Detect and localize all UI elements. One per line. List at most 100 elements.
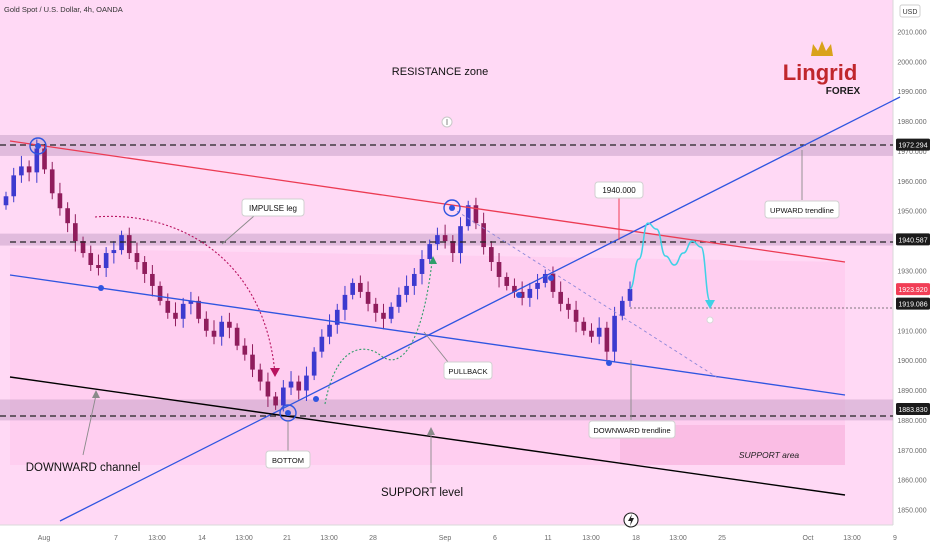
candle-body (173, 312, 178, 319)
trend-touch-3 (516, 292, 522, 298)
candle-body (150, 273, 155, 286)
y-tick-label: 1970.000 (897, 149, 926, 156)
y-tick-label: 1980.000 (897, 119, 926, 126)
x-tick-label: 13:00 (582, 535, 600, 542)
x-tick-label: 13:00 (148, 535, 166, 542)
candle-body (404, 285, 409, 295)
price-tag-label: 1883.830 (898, 407, 927, 414)
downward-trend-label-text: DOWNWARD trendline (593, 426, 670, 435)
x-tick-label: 13:00 (669, 535, 687, 542)
candle-body (311, 351, 317, 376)
support-area-label: SUPPORT area (739, 450, 800, 460)
x-tick-label: 7 (114, 535, 118, 542)
support-line (9, 376, 846, 496)
candle-body (219, 321, 225, 337)
candle-body (489, 247, 494, 263)
candle-body (458, 226, 463, 254)
trend-touch-1 (98, 285, 104, 291)
candle-body (619, 300, 625, 316)
swing-high-dot (35, 143, 41, 149)
impulse-label-text: IMPULSE leg (249, 204, 297, 213)
candle-body (42, 148, 47, 170)
bottom-label-text: BOTTOM (272, 456, 304, 465)
price-tag-label: 1940.587 (898, 237, 927, 244)
impulse-label: IMPULSE leg (241, 198, 305, 217)
y-tick-label: 1990.000 (897, 89, 926, 96)
candle-body (388, 306, 394, 319)
swing-high-marker (29, 137, 47, 155)
candle-body (165, 300, 171, 313)
bottom-dot (285, 410, 291, 416)
candle-body (142, 262, 147, 274)
upward-label: UPWARD trendline (764, 200, 840, 219)
candle-body (566, 303, 571, 310)
candle-body (427, 244, 433, 260)
candle-body (542, 273, 548, 283)
candle-body (188, 300, 194, 304)
candle-body (627, 288, 633, 301)
price-tag-label: 1919.086 (898, 302, 927, 309)
y-tick-label: 1900.000 (897, 358, 926, 365)
candle-body (26, 166, 32, 173)
candle-body (65, 208, 70, 224)
pullback-arrow-head (429, 256, 437, 264)
candle-body (612, 315, 617, 352)
x-tick-label: 14 (198, 535, 206, 542)
candle-body (396, 294, 402, 307)
impulse-arrow (94, 215, 276, 375)
price-box-text: 1940.000 (602, 186, 636, 195)
candle-body (250, 354, 255, 370)
price-tag (896, 283, 930, 296)
price-tag-label: 1923.920 (898, 287, 927, 294)
candle-body (435, 235, 440, 245)
channel-connector (82, 394, 97, 456)
candle-body (342, 294, 348, 310)
currency-box[interactable] (899, 4, 921, 18)
y-tick-label: 1880.000 (897, 418, 926, 425)
x-tick-label: 13:00 (235, 535, 253, 542)
candle-body (589, 330, 594, 337)
y-tick-label: 1890.000 (897, 388, 926, 395)
channel-arrowhead (92, 390, 100, 398)
y-tick-label: 1860.000 (897, 478, 926, 485)
x-tick-label: 13:00 (843, 535, 861, 542)
x-tick-label: 21 (283, 535, 291, 542)
y-tick-label: 1850.000 (897, 508, 926, 515)
candle-body (34, 148, 40, 173)
y-tick-label: 1870.000 (897, 448, 926, 455)
red-trendline (9, 140, 846, 263)
candle-body (157, 285, 163, 301)
candle-body (327, 324, 332, 337)
pullback-label-text: PULLBACK (448, 367, 487, 376)
impulse-connector (221, 215, 255, 245)
candle-body (196, 300, 201, 319)
candle-body (381, 312, 386, 319)
candle-body (596, 327, 602, 337)
x-tick-label: Aug (38, 535, 51, 542)
candle-body (126, 235, 132, 254)
candle-body (265, 381, 271, 397)
projection-target (706, 316, 714, 324)
candle-body (3, 196, 9, 206)
support-arrowhead (427, 427, 435, 435)
candle-body (96, 265, 101, 268)
x-tick-label: 6 (493, 535, 497, 542)
candle-body (211, 330, 217, 337)
candle-body (288, 381, 294, 388)
price-tag-label: 1972.294 (898, 143, 927, 150)
y-tick-label: 2000.000 (897, 59, 926, 66)
candle-body (334, 309, 340, 325)
candle-body (49, 169, 55, 194)
impulse-arrow-head (270, 368, 280, 377)
resistance-zone (0, 135, 893, 156)
bottom-label: BOTTOM (265, 450, 311, 469)
candle-body (180, 303, 186, 319)
downward-trend-label: DOWNWARD trendline (588, 420, 676, 439)
candle-body (496, 262, 502, 277)
candle-body (73, 223, 78, 242)
candle-body (450, 241, 456, 254)
x-tick-label: 28 (369, 535, 377, 542)
price-tag (896, 402, 930, 415)
x-tick-label: Sep (439, 535, 452, 542)
candle-body (573, 309, 579, 322)
